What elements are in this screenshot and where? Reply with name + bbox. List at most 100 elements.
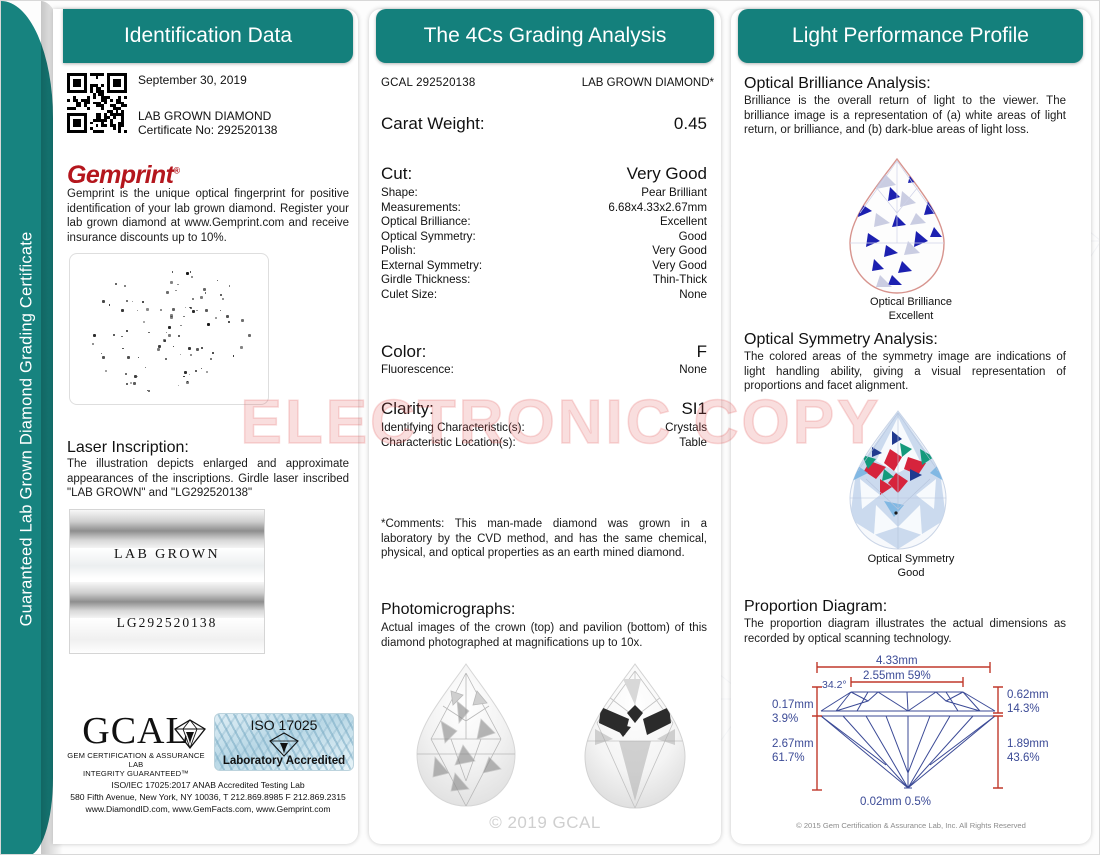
header-identification-data: Identification Data <box>63 9 353 63</box>
label-pavilion-pct: 43.6% <box>1007 752 1040 764</box>
cut-detail-value: 6.68x4.33x2.67mm <box>608 200 707 214</box>
label-crown-height-pct: 14.3% <box>1007 703 1040 715</box>
cut-detail-label: Optical Brilliance: <box>381 215 471 228</box>
gcal-tagline-2: INTEGRITY GUARANTEED™ <box>83 769 189 779</box>
laser-text-line-2: LG292520138 <box>116 615 218 630</box>
address-line-2: 580 Fifth Avenue, New York, NY 10036, T … <box>70 792 346 803</box>
clarity-label: Clarity: <box>381 399 434 418</box>
cut-detail-row: Optical Symmetry: Good <box>381 230 707 243</box>
label-girdle-pct: 3.9% <box>772 713 798 725</box>
cut-detail-label: Measurements: <box>381 200 461 214</box>
cut-label: Cut: <box>381 164 413 183</box>
clarity-detail-label: Characteristic Location(s): <box>381 435 516 449</box>
carat-weight-value: 0.45 <box>673 114 707 133</box>
cut-detail-value: Excellent <box>659 215 707 228</box>
cut-detail-value: Pear Brilliant <box>641 186 707 199</box>
brilliance-pear-image <box>849 157 945 294</box>
diamond-origin: LAB GROWN DIAMOND* <box>581 77 714 89</box>
qr-code-icon[interactable] <box>67 73 127 133</box>
color-detail-row: Fluorescence: None <box>381 363 707 376</box>
panel-light-performance <box>731 9 1091 844</box>
cut-row: Cut: Very Good <box>381 164 707 184</box>
gcal-wordmark: GCAL <box>82 710 190 752</box>
diamond-type: LAB GROWN DIAMOND <box>138 109 272 123</box>
color-detail-value: None <box>679 363 707 376</box>
clarity-detail-value: Crystals <box>665 421 707 434</box>
laser-inscription-description: The illustration depicts enlarged and ap… <box>67 458 349 500</box>
address-line-3[interactable]: www.DiamondID.com, www.GemFacts.com, www… <box>85 804 331 815</box>
cut-detail-value: Very Good <box>652 258 707 272</box>
color-value: F <box>696 342 707 361</box>
gemprint-fingerprint-plot <box>69 253 269 405</box>
clarity-row: Clarity: SI1 <box>381 399 707 419</box>
color-detail-label: Fluorescence: <box>381 363 454 376</box>
label-total-depth-pct: 61.7% <box>772 752 805 764</box>
label-diameter: 4.33mm <box>876 655 918 667</box>
symmetry-caption-value: Good <box>897 567 925 580</box>
color-label: Color: <box>381 342 427 361</box>
brilliance-caption-value: Excellent <box>888 310 934 323</box>
brilliance-caption: Optical Brilliance Excellent <box>731 295 1091 324</box>
label-pavilion-depth: 1.89mm <box>1007 738 1049 750</box>
comments-text: *Comments: This man-made diamond was gro… <box>381 518 707 560</box>
address-line-1: ISO/IEC 17025:2017 ANAB Accredited Testi… <box>111 780 305 790</box>
label-table: 2.55mm 59% <box>863 670 931 682</box>
cut-detail-label: Culet Size: <box>381 287 438 301</box>
pavilion-photomicrograph <box>584 663 686 809</box>
cut-detail-row: Culet Size: None <box>381 288 707 301</box>
laser-text-line-1: LAB GROWN <box>114 547 220 562</box>
symmetry-caption: Optical Symmetry Good <box>731 552 1091 581</box>
header-4cs-grading-analysis: The 4Cs Grading Analysis <box>376 9 714 63</box>
footer-copyright-right: © 2015 Gem Certification & Assurance Lab… <box>796 821 1026 830</box>
cut-detail-label: Optical Symmetry: <box>381 229 476 243</box>
cut-detail-label: External Symmetry: <box>381 258 483 272</box>
symmetry-caption-label: Optical Symmetry <box>867 553 955 565</box>
symmetry-title: Optical Symmetry Analysis: <box>744 331 938 348</box>
color-row: Color: F <box>381 342 707 362</box>
cut-detail-value: Very Good <box>652 244 707 257</box>
crown-photomicrograph <box>416 663 516 807</box>
symmetry-pear-image <box>849 410 947 550</box>
cut-detail-row: External Symmetry: Very Good <box>381 259 707 272</box>
diamond-profile-outline <box>820 691 996 789</box>
symmetry-description: The colored areas of the symmetry image … <box>744 351 1066 393</box>
cut-detail-row: Shape: Pear Brilliant <box>381 186 707 199</box>
clarity-detail-value: Table <box>679 435 707 449</box>
brilliance-caption-label: Optical Brilliance <box>870 296 952 308</box>
photomicrographs-description: Actual images of the crown (top) and pav… <box>381 622 707 649</box>
cut-detail-value: None <box>679 287 707 301</box>
diamond-hand-icon-iso <box>269 732 299 757</box>
gcal-logo: GCAL GEM CERTIFICATION & ASSURANCE LAB I… <box>61 710 211 779</box>
clarity-value: SI1 <box>681 399 707 418</box>
clarity-detail-row: Characteristic Location(s): Table <box>381 436 707 449</box>
cut-value: Very Good <box>626 164 707 183</box>
diamond-hand-icon <box>174 719 206 750</box>
cut-detail-label: Polish: <box>381 244 416 257</box>
dimension-lines <box>812 662 1003 791</box>
cut-detail-label: Shape: <box>381 186 418 199</box>
gcal-tagline-1: GEM CERTIFICATION & ASSURANCE LAB <box>67 751 205 770</box>
laser-inscription-image: LAB GROWN LG292520138 <box>69 509 265 654</box>
spine-label: Guaranteed Lab Grown Diamond Grading Cer… <box>17 231 36 626</box>
cut-detail-value: Good <box>678 229 707 243</box>
header-light-performance-profile: Light Performance Profile <box>738 9 1083 63</box>
cut-detail-row: Polish: Very Good <box>381 244 707 257</box>
gemprint-trademark: ® <box>173 165 180 176</box>
label-crown-angle: 34.2° <box>822 679 847 691</box>
cut-detail-row: Measurements: 6.68x4.33x2.67mm <box>381 201 707 214</box>
gcal-address-block: ISO/IEC 17025:2017 ANAB Accredited Testi… <box>59 779 357 816</box>
clarity-detail-row: Identifying Characteristic(s): Crystals <box>381 421 707 434</box>
proportion-diagram: 4.33mm 2.55mm 59% 34.2° 0.17mm 3.9% 2.67… <box>772 655 1049 808</box>
label-total-depth: 2.67mm <box>772 738 814 750</box>
cut-detail-value: Thin-Thick <box>652 273 707 286</box>
issue-date: September 30, 2019 <box>138 73 247 87</box>
proportion-diagram-title: Proportion Diagram: <box>744 598 888 615</box>
identification-block: September 30, 2019 LAB GROWN DIAMOND Cer… <box>138 73 353 137</box>
certificate-number: Certificate No: 292520138 <box>138 123 278 137</box>
laser-inscription-title: Laser Inscription: <box>67 439 189 456</box>
iso-accreditation-badge: ISO 17025 Laboratory Accredited <box>214 713 354 771</box>
gcal-report-number: GCAL 292520138 <box>381 77 476 89</box>
proportion-diagram-description: The proportion diagram illustrates the a… <box>744 618 1066 645</box>
proportion-labels: 4.33mm 2.55mm 59% 34.2° 0.17mm 3.9% 2.67… <box>772 655 1049 808</box>
